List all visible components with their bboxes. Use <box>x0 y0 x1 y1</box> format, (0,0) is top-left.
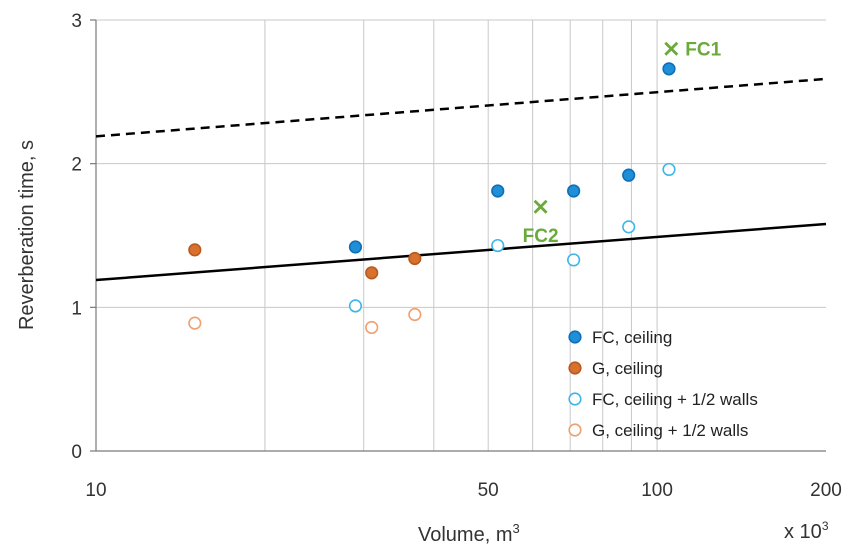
g-ceiling-point <box>365 266 379 280</box>
g-walls-point <box>408 307 422 322</box>
annotation-x-marker <box>533 199 548 214</box>
fc-ceiling-point <box>491 184 505 198</box>
fc-ceiling-point <box>622 168 636 182</box>
legend-entry: FC, ceiling <box>568 328 672 347</box>
legend-marker <box>568 330 582 344</box>
legend-entry: G, ceiling + 1/2 walls <box>568 421 748 440</box>
y-axis-title: Reverberation time, s <box>16 140 38 330</box>
solid-reference-line <box>95 222 827 282</box>
x-multiplier-superscript: 3 <box>822 519 829 533</box>
x-tick-label: 100 <box>641 480 673 501</box>
data-points <box>188 62 676 335</box>
annotation-label: FC1 <box>685 40 721 61</box>
legend-marker <box>568 361 582 375</box>
x-tick-label: 200 <box>810 480 842 501</box>
g-walls-point <box>365 320 379 335</box>
fc-walls-point <box>567 253 581 267</box>
fc-walls-point <box>348 299 363 313</box>
annotation-fc2: FC2 <box>523 199 559 247</box>
axis-labels: Reverberation time, s Volume, m3 x 103 <box>16 140 829 546</box>
fc-walls-point <box>491 238 505 253</box>
g-ceiling-point <box>188 243 202 257</box>
y-tick-label: 3 <box>71 11 82 32</box>
legend-label: G, ceiling <box>592 359 663 378</box>
legend-marker <box>568 392 582 406</box>
legend: FC, ceiling G, ceiling FC, ceiling + 1/2 w… <box>568 328 758 440</box>
legend-label: FC, ceiling + 1/2 walls <box>592 390 758 409</box>
grid-layer <box>96 19 826 451</box>
x-multiplier-label: x 103 <box>784 519 829 543</box>
fc-ceiling-point <box>662 62 676 76</box>
y-tick-label: 2 <box>71 155 82 176</box>
x-multiplier-text: x 10 <box>784 521 822 543</box>
legend-marker <box>568 423 582 437</box>
fc-walls-point <box>622 220 636 234</box>
x-axis-title-text: Volume, m <box>418 524 512 546</box>
fc-ceiling-point <box>567 184 581 198</box>
legend-label: G, ceiling + 1/2 walls <box>592 421 748 440</box>
annotation-fc1: FC1 <box>664 40 722 61</box>
y-tick-label: 1 <box>71 298 82 319</box>
legend-label: FC, ceiling <box>592 328 672 347</box>
g-ceiling-point <box>408 251 422 266</box>
x-tick-label: 10 <box>85 480 106 501</box>
x-tick-label: 50 <box>478 480 499 501</box>
fc-walls-point <box>662 162 676 177</box>
annotation-x-marker <box>664 41 679 56</box>
reference-lines <box>95 77 827 282</box>
dashed-reference-line <box>95 77 827 138</box>
g-walls-point <box>188 316 202 330</box>
x-axis-title-superscript: 3 <box>512 521 519 536</box>
y-tick-label: 0 <box>71 442 82 463</box>
x-axis-title: Volume, m3 <box>418 521 520 546</box>
axis-layer: 0 1 2 3 10 50 100 200 <box>71 11 841 501</box>
legend-entry: G, ceiling <box>568 359 663 378</box>
fc-ceiling-point <box>348 240 363 254</box>
annotation-label: FC2 <box>523 226 559 247</box>
legend-entry: FC, ceiling + 1/2 walls <box>568 390 758 409</box>
annotations: FC1 FC2 <box>523 40 722 247</box>
